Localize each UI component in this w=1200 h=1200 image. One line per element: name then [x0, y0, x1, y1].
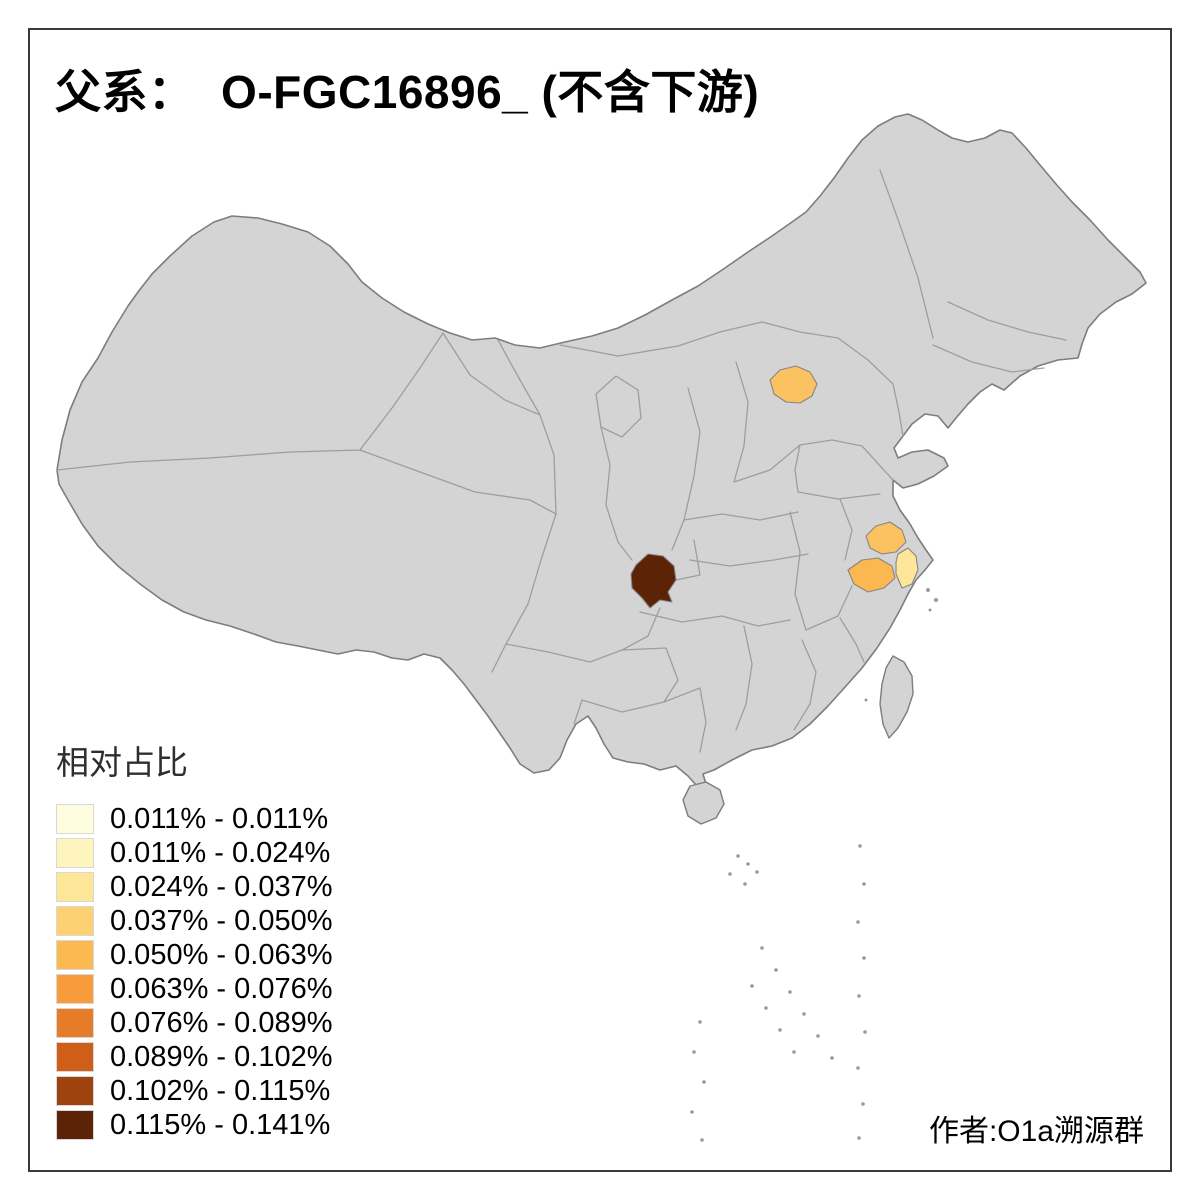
- highlighted-regions: [630, 365, 919, 609]
- legend-label: 0.011% - 0.024%: [110, 836, 331, 869]
- island-dot: [743, 882, 747, 886]
- legend-label: 0.037% - 0.050%: [110, 904, 333, 937]
- island-dot: [928, 608, 932, 612]
- island-dot: [736, 854, 740, 858]
- island-dot: [862, 956, 866, 960]
- island-dot: [863, 1030, 867, 1034]
- legend-item: 0.102% - 0.115%: [56, 1074, 332, 1107]
- province-borders-north-east: [559, 169, 1067, 631]
- legend-label: 0.076% - 0.089%: [110, 1006, 333, 1039]
- legend-swatch: [56, 940, 94, 970]
- island-dot: [934, 598, 938, 602]
- island-dot: [856, 1066, 860, 1070]
- legend-swatch: [56, 1008, 94, 1038]
- province-borders-central-south: [505, 387, 865, 753]
- legend-item: 0.024% - 0.037%: [56, 870, 333, 903]
- legend-item: 0.050% - 0.063%: [56, 938, 333, 971]
- south-china-sea-islands: [690, 588, 938, 1142]
- legend-item: 0.076% - 0.089%: [56, 1006, 333, 1039]
- island-dot: [862, 882, 866, 886]
- legend-swatch: [56, 974, 94, 1004]
- legend-items: 0.011% - 0.011% 0.011% - 0.024% 0.024% -…: [56, 802, 333, 1141]
- island-dot: [788, 990, 792, 994]
- island-dot: [858, 844, 862, 848]
- island-dot: [702, 1080, 706, 1084]
- map-title: 父系： O-FGC16896_ (不含下游): [55, 66, 760, 118]
- island-dot: [774, 968, 778, 972]
- island-dot: [755, 870, 759, 874]
- island-dot: [750, 984, 754, 988]
- island-dot: [830, 1056, 834, 1060]
- legend-label: 0.024% - 0.037%: [110, 870, 333, 903]
- taiwan-island: [879, 655, 914, 739]
- island-dot: [690, 1110, 694, 1114]
- legend-label: 0.011% - 0.011%: [110, 802, 329, 835]
- island-dot: [857, 1136, 861, 1140]
- region-hebei: [769, 365, 818, 404]
- legend-item: 0.063% - 0.076%: [56, 972, 333, 1005]
- legend-title: 相对占比: [56, 744, 188, 781]
- china-outline: [56, 113, 1147, 787]
- attribution: 作者:O1a溯源群: [928, 1115, 1144, 1148]
- province-borders-west: [56, 332, 642, 673]
- island-dot: [792, 1050, 796, 1054]
- legend-label: 0.063% - 0.076%: [110, 972, 333, 1005]
- legend-label: 0.050% - 0.063%: [110, 938, 333, 971]
- legend-item: 0.089% - 0.102%: [56, 1040, 333, 1073]
- island-dot: [760, 946, 764, 950]
- island-dot: [778, 1028, 782, 1032]
- legend-label: 0.115% - 0.141%: [110, 1108, 331, 1141]
- legend-swatch: [56, 838, 94, 868]
- legend-item: 0.037% - 0.050%: [56, 904, 333, 937]
- region-zhejiang-north: [847, 557, 896, 593]
- island-dot: [926, 588, 930, 592]
- legend-item: 0.011% - 0.011%: [56, 802, 332, 835]
- province-borders: [56, 169, 1067, 753]
- region-shanghai: [895, 547, 919, 589]
- islands: [682, 588, 938, 1142]
- island-dot: [698, 1020, 702, 1024]
- island-dot: [864, 698, 868, 702]
- island-dot: [802, 1012, 806, 1016]
- island-dot: [856, 920, 860, 924]
- legend-label: 0.089% - 0.102%: [110, 1040, 333, 1073]
- legend-swatch: [56, 1042, 94, 1072]
- hainan-island: [682, 781, 725, 825]
- island-dot: [692, 1050, 696, 1054]
- legend-swatch: [56, 872, 94, 902]
- island-dot: [861, 1102, 865, 1106]
- region-chongqing: [630, 553, 677, 609]
- region-jiangsu-south: [865, 521, 907, 555]
- island-dot: [728, 872, 732, 876]
- island-dot: [764, 1006, 768, 1010]
- island-dot: [857, 994, 861, 998]
- island-dot: [746, 862, 750, 866]
- island-dot: [700, 1138, 704, 1142]
- legend-swatch: [56, 1110, 94, 1140]
- legend-swatch: [56, 906, 94, 936]
- legend-swatch: [56, 1076, 94, 1106]
- legend-item: 0.115% - 0.141%: [56, 1108, 332, 1141]
- island-dot: [816, 1034, 820, 1038]
- legend-item: 0.011% - 0.024%: [56, 836, 332, 869]
- legend: 相对占比 0.011% - 0.011% 0.011% - 0.024% 0.0…: [56, 736, 332, 1144]
- legend-swatch: [56, 804, 94, 834]
- legend-label: 0.102% - 0.115%: [110, 1074, 331, 1107]
